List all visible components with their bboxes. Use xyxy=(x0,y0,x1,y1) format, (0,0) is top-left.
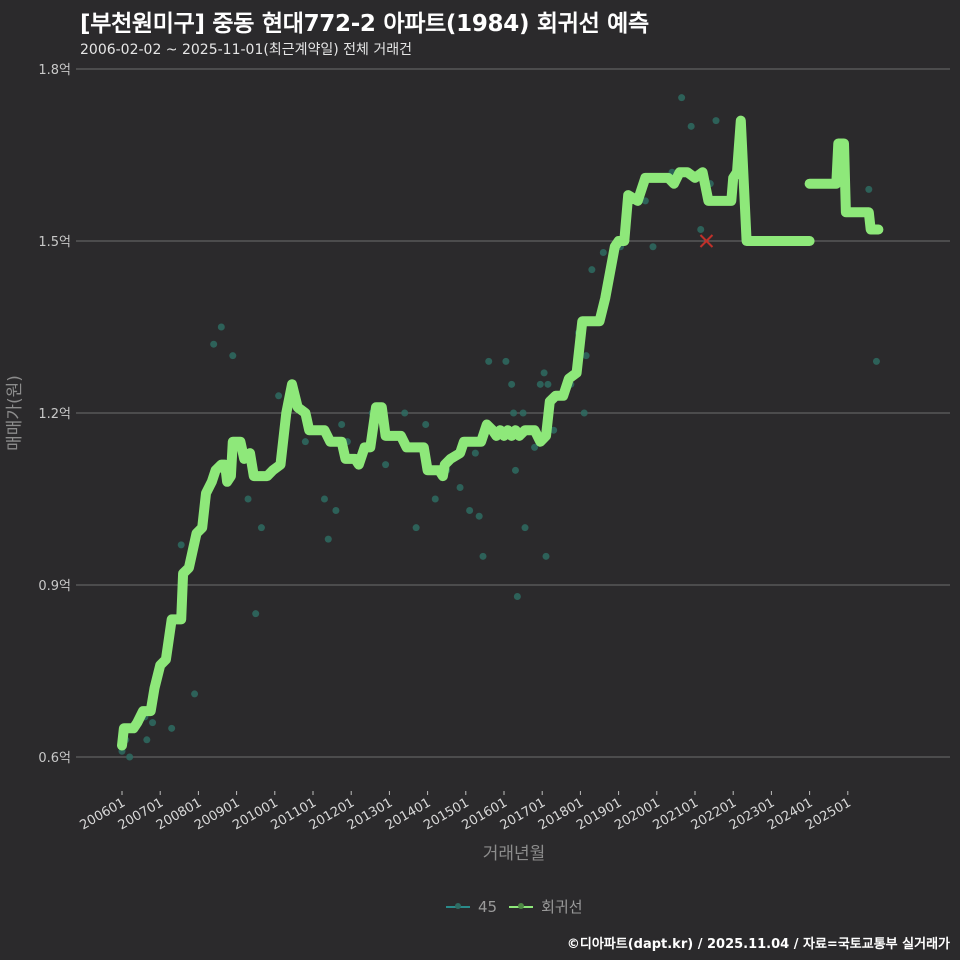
legend-swatch-regression-icon xyxy=(509,902,534,909)
legend-label: 45 xyxy=(478,897,498,916)
source-credit: ©디아파트(dapt.kr) / 2025.11.04 / 자료=국토교통부 실… xyxy=(566,937,950,952)
svg-text:1.2억: 1.2억 xyxy=(38,407,71,422)
y-axis-ticks: 0.6억 0.9억 1.2억 1.5억 1.8억 xyxy=(38,63,71,766)
chart-subtitle: 2006-02-02 ~ 2025-11-01(최근계약일) 전체 거래건 xyxy=(80,42,412,58)
legend-item-regression[interactable]: 회귀선 xyxy=(509,896,583,917)
regression-line xyxy=(117,115,884,751)
legend-label: 회귀선 xyxy=(541,898,583,916)
svg-text:1.8억: 1.8억 xyxy=(38,63,71,78)
chart-title: [부천원미구] 중동 현대772-2 아파트(1984) 회귀선 예측 xyxy=(80,11,649,37)
svg-text:0.6억: 0.6억 xyxy=(38,751,71,766)
x-axis-title: 거래년월 xyxy=(483,844,546,864)
svg-text:0.9억: 0.9억 xyxy=(38,579,71,594)
legend-item-45[interactable]: 45 xyxy=(446,898,497,916)
legend-swatch-45-icon xyxy=(446,902,470,909)
x-axis-ticks: 2006012007012008012009012010012011012012… xyxy=(78,791,854,833)
y-axis-title: 매매가(원) xyxy=(5,375,25,451)
svg-text:1.5억: 1.5억 xyxy=(38,235,71,250)
x-marker-icon xyxy=(699,234,714,248)
legend: 45 회귀선 xyxy=(446,896,587,917)
